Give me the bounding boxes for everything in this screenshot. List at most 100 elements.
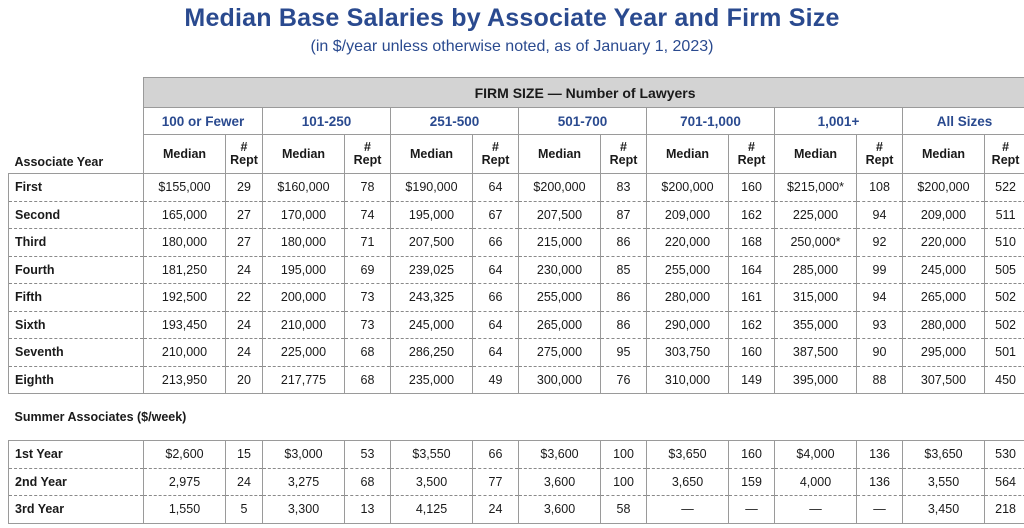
median-cell: 210,000 [262,311,345,339]
report-count-cell: 24 [472,495,519,524]
median-cell: 239,025 [390,256,473,284]
table-row: 2nd Year 2,975 24 3,275 68 3,500 77 3,600 100 3,6… [8,468,1024,496]
median-cell: 215,000 [518,228,601,257]
report-count-header-line2: Rept [991,153,1020,167]
firm-size-group-header: All Sizes [901,107,1024,135]
median-cell: $200,000 [646,173,729,202]
median-cell: 3,600 [518,495,601,524]
report-count-column-header: # Rept [856,134,903,174]
median-cell: 2,975 [143,468,226,496]
median-cell: 1,550 [143,495,226,524]
report-count-cell: 49 [472,366,519,394]
median-cell: 180,000 [262,228,345,257]
report-count-cell: 24 [225,468,263,496]
median-cell: 300,000 [518,366,601,394]
report-count-cell: — [728,495,775,524]
report-count-cell: 69 [344,256,391,284]
report-count-cell: 86 [600,228,647,257]
median-column-header: Median [262,134,345,174]
median-cell: $3,550 [390,440,473,469]
table-row: Fourth 181,250 24 195,000 69 239,025 64 230,000… [8,256,1024,284]
row-label: 1st Year [8,440,144,469]
report-count-cell: 67 [472,201,519,229]
page-title: Median Base Salaries by Associate Year a… [184,4,840,32]
median-cell: 255,000 [646,256,729,284]
report-count-cell: 64 [472,311,519,339]
report-count-cell: 68 [344,468,391,496]
median-cell: 180,000 [143,228,226,257]
median-cell: 280,000 [902,311,985,339]
median-cell: 245,000 [902,256,985,284]
median-cell: 387,500 [774,338,857,367]
report-count-cell: 162 [728,311,775,339]
report-count-column-header: # Rept [728,134,775,174]
report-count-column-header: # Rept [472,134,519,174]
median-cell: $4,000 [774,440,857,469]
median-cell: 3,300 [262,495,345,524]
report-count-column-header: # Rept [344,134,391,174]
report-count-cell: 99 [856,256,903,284]
median-column-header: Median [646,134,729,174]
report-count-cell: 68 [344,338,391,367]
median-cell: 355,000 [774,311,857,339]
row-label: Fifth [8,283,144,312]
median-cell: 181,250 [143,256,226,284]
median-cell: 3,450 [902,495,985,524]
table-row: Third 180,000 27 180,000 71 207,500 66 215,000 8… [8,228,1024,257]
report-count-cell: 218 [983,495,1024,524]
row-label: 3rd Year [8,495,144,524]
report-count-cell: 159 [728,468,775,496]
report-count-cell: 86 [600,283,647,312]
report-count-cell: 66 [472,283,519,312]
table-row: Fifth 192,500 22 200,000 73 243,325 66 255,000 8… [8,283,1024,312]
report-count-header-line1: # [876,140,883,154]
table-row: Seventh 210,000 24 225,000 68 286,250 64 275,00… [8,338,1024,367]
median-column-header: Median [902,134,985,174]
report-count-cell: 522 [983,173,1024,202]
report-count-cell: 136 [856,440,903,469]
median-cell: 395,000 [774,366,857,394]
report-count-header-line1: # [240,140,248,154]
firm-size-group-header: 501-700 [518,107,647,135]
median-cell: 209,000 [646,201,729,229]
median-cell: $3,650 [902,440,985,469]
report-count-cell: 530 [983,440,1024,469]
median-cell: 193,450 [143,311,226,339]
report-count-cell: 502 [983,283,1024,312]
table-row: Second 165,000 27 170,000 74 195,000 67 207,500… [8,201,1024,229]
median-cell: 265,000 [902,283,985,312]
summer-associates-label: Summer Associates ($/week) [14,410,187,424]
salary-table: FIRM SIZE — Number of Lawyers 100 or Few… [8,77,1024,524]
table-row: 3rd Year 1,550 5 3,300 13 4,125 24 3,600 58— — — —3… [8,495,1024,524]
median-cell: 210,000 [143,338,226,367]
report-count-cell: 94 [856,201,903,229]
report-count-cell: 24 [225,256,263,284]
median-cell: 220,000 [646,228,729,257]
associate-year-header: Associate Year [8,134,144,174]
median-cell: 315,000 [774,283,857,312]
report-count-cell: 90 [856,338,903,367]
report-count-cell: 64 [472,256,519,284]
report-count-cell: 450 [983,366,1024,394]
row-label: Third [8,228,144,257]
median-cell: 165,000 [143,201,226,229]
median-cell: 310,000 [646,366,729,394]
report-count-cell: 92 [856,228,903,257]
report-count-cell: 29 [225,173,263,202]
median-cell: 243,325 [390,283,473,312]
report-count-cell: 160 [728,338,775,367]
report-count-cell: 73 [344,283,391,312]
report-count-cell: 87 [600,201,647,229]
report-count-header-line1: # [492,140,499,154]
median-cell: $3,000 [262,440,345,469]
report-count-cell: 74 [344,201,391,229]
report-count-header-line1: # [748,140,755,154]
report-count-cell: 24 [225,338,263,367]
report-count-cell: 168 [728,228,775,257]
median-cell: 4,000 [774,468,857,496]
report-count-cell: 93 [856,311,903,339]
report-count-cell: 73 [344,311,391,339]
median-cell: 217,775 [262,366,345,394]
report-count-cell: 136 [856,468,903,496]
median-column-header: Median [143,134,226,174]
